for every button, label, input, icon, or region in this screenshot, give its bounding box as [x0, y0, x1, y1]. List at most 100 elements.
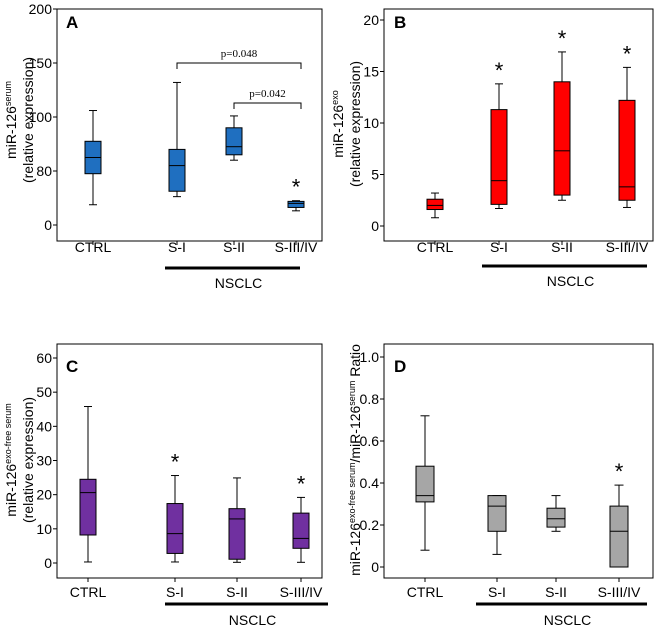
p-value-label: p=0.042	[249, 88, 285, 100]
box-s-i: *	[490, 58, 508, 209]
plot-frame	[383, 8, 654, 242]
iqr-box	[415, 465, 435, 503]
box-s-iii-iv: *	[609, 459, 629, 568]
x-tick-label: S-I	[490, 239, 508, 255]
x-tick-label: S-I	[166, 584, 184, 600]
box-ctrl	[415, 415, 435, 551]
x-tick-label: S-II	[551, 239, 573, 255]
y-tick-label: 40	[36, 418, 52, 434]
y-axis-label: miR-126exo-free serum	[3, 403, 19, 516]
box-s-ii	[546, 495, 566, 532]
box-ctrl	[79, 406, 97, 563]
y-axis-label-sup: exo-free serum	[3, 403, 13, 464]
y-tick-label: 20	[363, 12, 379, 28]
x-tick-label: S-I	[168, 239, 186, 255]
box-ctrl	[426, 192, 444, 219]
group-label: NSCLC	[229, 612, 276, 628]
panel-a: A 0 80 100 150 200 CTRL S-I S-II S-III/IV NSCLC * p=…	[3, 1, 323, 291]
y-tick-label: 0.6	[360, 433, 380, 449]
panel-b: B 0 5 10 15 20 CTRL S-I S-II S-III/IV NSCLC * * * miR-…	[330, 8, 654, 289]
plot-frame	[383, 343, 654, 579]
iqr-box	[168, 148, 186, 192]
iqr-box	[490, 109, 508, 205]
box-s-iii-iv: *	[292, 471, 310, 563]
y-tick-label: 0	[44, 555, 52, 571]
y-axis-label-main: miR-126	[330, 105, 346, 158]
x-tick-label: CTRL	[70, 584, 107, 600]
x-tick-label: CTRL	[417, 239, 454, 255]
x-tick-label: S-III/IV	[606, 239, 649, 255]
plot-frame	[56, 343, 323, 579]
p-value-bracket: p=0.042	[233, 88, 302, 109]
y-tick-label: 10	[363, 115, 379, 131]
y-axis-sublabel: (relative expression)	[347, 61, 363, 187]
y-axis-label: miR-126serum	[3, 81, 19, 159]
x-tick-label: CTRL	[407, 584, 444, 600]
box-s-ii	[228, 477, 246, 563]
box-ctrl	[84, 110, 102, 206]
y-axis-label-sup: exo	[330, 90, 340, 105]
iqr-box	[487, 495, 507, 532]
y-axis-label-part: Ratio	[347, 344, 363, 381]
box-s-i: *	[166, 450, 184, 563]
significance-star: *	[558, 26, 567, 51]
iqr-box	[553, 81, 571, 196]
bracket-line	[176, 62, 302, 69]
y-axis-label-main: miR-126	[3, 106, 19, 159]
group-label: NSCLC	[547, 273, 594, 289]
iqr-box	[292, 512, 310, 549]
x-tick-label: S-II	[223, 239, 245, 255]
iqr-box	[287, 200, 305, 208]
y-axis-label: miR-126exo	[330, 90, 346, 157]
panel-letter: A	[66, 13, 78, 32]
y-tick-label: 0.4	[360, 475, 380, 491]
panel-letter: B	[394, 13, 406, 32]
y-axis-label-part: serum	[347, 381, 357, 406]
y-tick-label: 60	[36, 350, 52, 366]
box-s-iii-iv: *	[287, 175, 305, 212]
box-s-i	[168, 81, 186, 198]
y-tick-label: 20	[36, 487, 52, 503]
significance-star: *	[297, 471, 306, 496]
box-s-ii: *	[553, 26, 571, 201]
y-axis-label-part: exo-free serum	[347, 462, 357, 523]
panel-d: D 0 0.2 0.4 0.6 0.8 1.0 CTRL S-I S-II S-III/IV NSCL…	[347, 343, 654, 628]
iqr-box	[228, 508, 246, 560]
y-tick-label: 15	[363, 64, 379, 80]
x-tick-label: S-I	[488, 584, 506, 600]
y-axis-label-main: miR-126	[3, 464, 19, 517]
y-tick-label: 150	[29, 55, 53, 71]
iqr-box	[609, 505, 629, 568]
panel-letter: C	[66, 357, 78, 376]
y-tick-label: 200	[29, 1, 53, 17]
y-axis-sublabel: (relative expression)	[20, 57, 36, 183]
y-axis-label-sup: serum	[3, 81, 13, 106]
y-tick-label: 1.0	[360, 349, 380, 365]
significance-star: *	[171, 450, 180, 475]
box-s-ii	[225, 115, 243, 161]
y-tick-label: 0	[44, 217, 52, 233]
y-tick-label: 0.2	[360, 517, 380, 533]
p-value-bracket: p=0.048	[176, 48, 302, 69]
x-tick-label: S-III/IV	[598, 584, 641, 600]
y-tick-label: 0	[371, 218, 379, 234]
y-tick-label: 30	[36, 453, 52, 469]
y-axis-sublabel: (relative expression)	[20, 397, 36, 523]
y-axis-label: miR-126exo-free serum/miR-126serum Ratio	[347, 344, 363, 576]
iqr-box	[426, 198, 444, 211]
x-tick-label: S-III/IV	[275, 239, 318, 255]
bracket-line	[233, 102, 302, 109]
box-s-i	[487, 495, 507, 555]
y-tick-label: 10	[36, 521, 52, 537]
y-axis-label-part: /miR-126	[347, 405, 363, 462]
panel-letter: D	[394, 357, 406, 376]
iqr-box	[546, 507, 566, 528]
significance-star: *	[495, 58, 504, 83]
p-value-label: p=0.048	[221, 48, 258, 60]
y-tick-label: 0	[371, 559, 379, 575]
group-label: NSCLC	[544, 612, 591, 628]
iqr-box	[225, 127, 243, 156]
y-tick-label: 0.8	[360, 391, 380, 407]
